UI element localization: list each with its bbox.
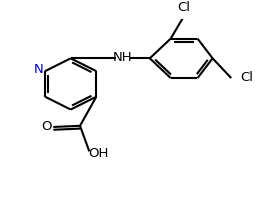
Text: Cl: Cl [177, 1, 190, 14]
Text: O: O [41, 121, 52, 134]
Text: Cl: Cl [240, 71, 253, 84]
Text: N: N [34, 63, 44, 76]
Text: OH: OH [88, 147, 108, 160]
Text: NH: NH [113, 51, 133, 64]
